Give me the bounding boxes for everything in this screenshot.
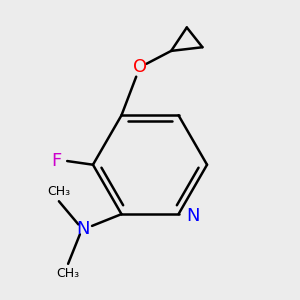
Text: CH₃: CH₃: [47, 185, 70, 198]
Text: F: F: [51, 152, 62, 170]
Text: CH₃: CH₃: [56, 267, 80, 280]
Text: N: N: [187, 207, 200, 225]
Text: O: O: [133, 58, 147, 76]
Text: N: N: [76, 220, 90, 238]
